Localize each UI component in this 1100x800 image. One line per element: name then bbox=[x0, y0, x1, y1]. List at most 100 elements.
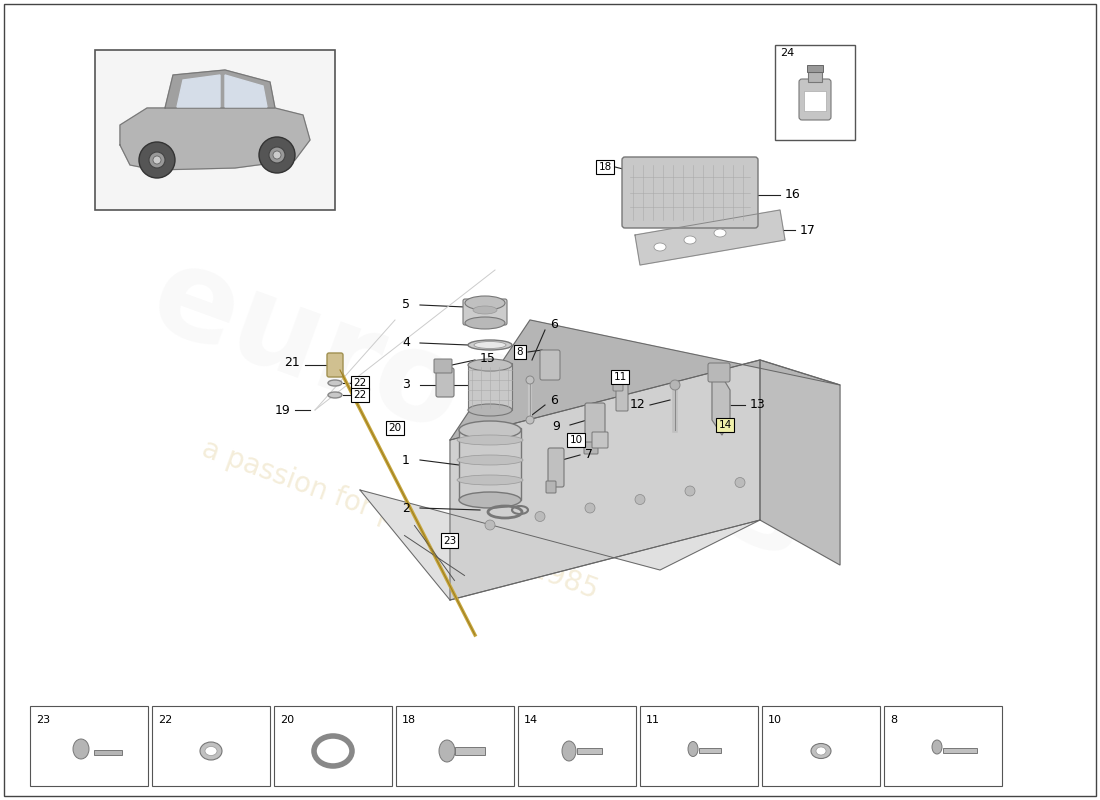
FancyBboxPatch shape bbox=[584, 442, 598, 454]
Bar bbox=[776, 45, 855, 140]
Text: 14: 14 bbox=[718, 420, 732, 430]
Ellipse shape bbox=[654, 243, 666, 251]
Bar bbox=[640, 706, 758, 786]
Ellipse shape bbox=[456, 435, 522, 445]
Text: 11: 11 bbox=[614, 372, 627, 382]
Ellipse shape bbox=[474, 342, 506, 349]
Text: 20: 20 bbox=[280, 715, 294, 725]
Text: 9: 9 bbox=[552, 421, 560, 434]
Ellipse shape bbox=[439, 740, 455, 762]
Text: 15: 15 bbox=[480, 351, 496, 365]
Bar bbox=[808, 72, 822, 82]
Bar bbox=[578, 748, 602, 754]
Circle shape bbox=[735, 478, 745, 487]
FancyBboxPatch shape bbox=[592, 432, 608, 448]
Text: 4: 4 bbox=[403, 337, 410, 350]
Circle shape bbox=[526, 376, 534, 384]
Text: 1: 1 bbox=[403, 454, 410, 466]
Bar bbox=[698, 748, 720, 753]
FancyBboxPatch shape bbox=[616, 384, 628, 411]
Ellipse shape bbox=[456, 475, 522, 485]
FancyBboxPatch shape bbox=[585, 403, 605, 447]
Bar bbox=[94, 750, 122, 755]
FancyBboxPatch shape bbox=[327, 353, 343, 377]
Text: 18: 18 bbox=[402, 715, 416, 725]
Polygon shape bbox=[712, 380, 730, 435]
Polygon shape bbox=[760, 360, 840, 565]
Text: 8: 8 bbox=[517, 347, 524, 357]
FancyBboxPatch shape bbox=[468, 363, 512, 410]
Bar bbox=[455, 747, 485, 755]
Bar bbox=[152, 706, 270, 786]
Ellipse shape bbox=[688, 742, 698, 757]
Ellipse shape bbox=[459, 492, 521, 508]
Ellipse shape bbox=[473, 306, 497, 314]
Ellipse shape bbox=[932, 740, 942, 754]
Text: 22: 22 bbox=[353, 390, 366, 400]
Polygon shape bbox=[450, 360, 760, 600]
FancyBboxPatch shape bbox=[708, 363, 730, 382]
Circle shape bbox=[535, 511, 544, 522]
Ellipse shape bbox=[459, 421, 521, 439]
Bar bbox=[518, 706, 636, 786]
Ellipse shape bbox=[465, 296, 505, 310]
Ellipse shape bbox=[816, 747, 826, 755]
Ellipse shape bbox=[328, 380, 342, 386]
Text: 22: 22 bbox=[353, 378, 366, 388]
Text: 7: 7 bbox=[585, 449, 593, 462]
Text: 10: 10 bbox=[570, 435, 583, 445]
FancyBboxPatch shape bbox=[613, 379, 623, 391]
Text: 12: 12 bbox=[629, 398, 645, 411]
Ellipse shape bbox=[714, 229, 726, 237]
Circle shape bbox=[526, 416, 534, 424]
Text: 23: 23 bbox=[36, 715, 51, 725]
Text: euroParts: euroParts bbox=[135, 235, 825, 585]
Text: 8: 8 bbox=[890, 715, 898, 725]
Ellipse shape bbox=[468, 359, 512, 371]
Polygon shape bbox=[120, 108, 310, 170]
Text: 16: 16 bbox=[785, 189, 801, 202]
FancyBboxPatch shape bbox=[799, 79, 830, 120]
Text: 24: 24 bbox=[780, 48, 794, 58]
Bar bbox=[762, 706, 880, 786]
Circle shape bbox=[258, 137, 295, 173]
Text: 6: 6 bbox=[550, 318, 558, 331]
Text: 5: 5 bbox=[402, 298, 410, 311]
Bar bbox=[396, 706, 514, 786]
Ellipse shape bbox=[468, 340, 512, 350]
Ellipse shape bbox=[205, 746, 217, 755]
Ellipse shape bbox=[328, 392, 342, 398]
FancyBboxPatch shape bbox=[548, 448, 564, 487]
Text: 14: 14 bbox=[524, 715, 538, 725]
Text: 21: 21 bbox=[284, 357, 300, 370]
Ellipse shape bbox=[562, 741, 576, 761]
Text: 18: 18 bbox=[598, 162, 612, 172]
Circle shape bbox=[139, 142, 175, 178]
Polygon shape bbox=[177, 75, 220, 107]
Circle shape bbox=[485, 520, 495, 530]
Text: 17: 17 bbox=[800, 223, 816, 237]
Circle shape bbox=[685, 486, 695, 496]
Circle shape bbox=[635, 494, 645, 505]
Bar bbox=[943, 748, 977, 753]
Ellipse shape bbox=[73, 739, 89, 759]
Polygon shape bbox=[226, 75, 267, 107]
Text: 3: 3 bbox=[403, 378, 410, 391]
Text: 20: 20 bbox=[388, 423, 401, 433]
Text: 2: 2 bbox=[403, 502, 410, 514]
Circle shape bbox=[148, 152, 165, 168]
Circle shape bbox=[585, 503, 595, 513]
Bar bbox=[30, 706, 148, 786]
Ellipse shape bbox=[811, 743, 830, 758]
Circle shape bbox=[273, 151, 280, 159]
FancyBboxPatch shape bbox=[546, 481, 556, 493]
Bar bbox=[274, 706, 392, 786]
Text: 10: 10 bbox=[768, 715, 782, 725]
FancyBboxPatch shape bbox=[621, 157, 758, 228]
Text: 6: 6 bbox=[550, 394, 558, 406]
FancyBboxPatch shape bbox=[540, 350, 560, 380]
Text: 19: 19 bbox=[274, 403, 290, 417]
Circle shape bbox=[670, 380, 680, 390]
FancyBboxPatch shape bbox=[434, 359, 452, 373]
Polygon shape bbox=[635, 210, 785, 265]
